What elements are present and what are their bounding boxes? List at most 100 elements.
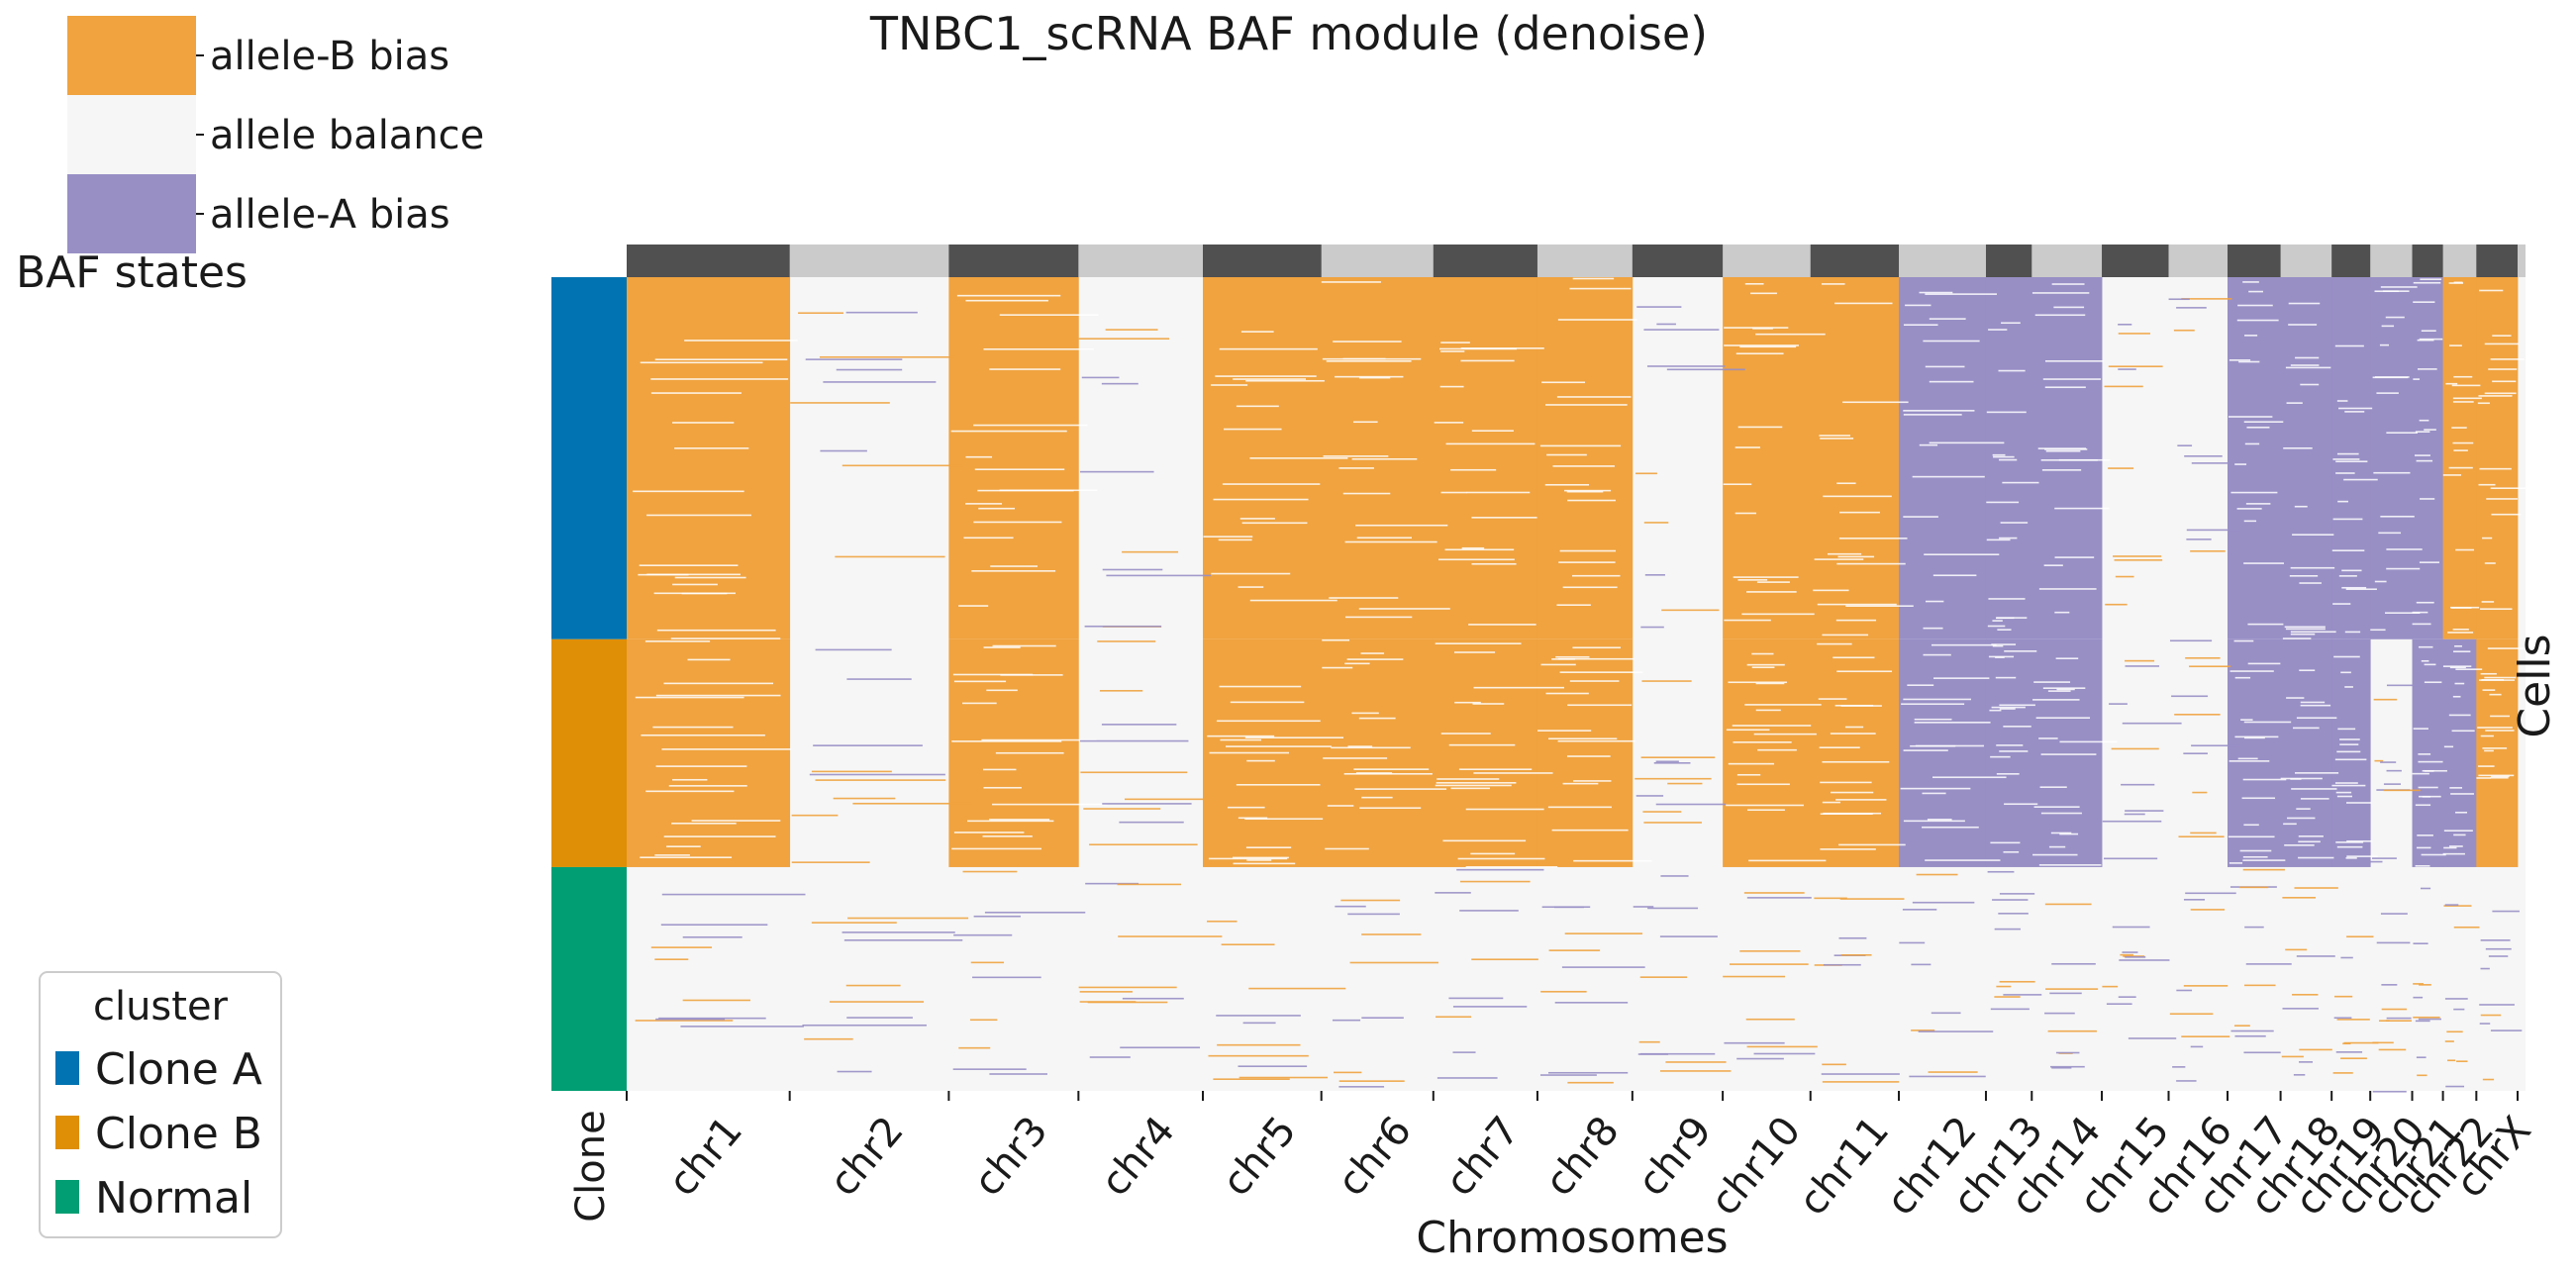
noise-streak xyxy=(1540,990,1587,993)
noise-streak xyxy=(1333,341,1402,343)
x-tick-label: chr10 xyxy=(1702,1108,1810,1224)
noise-streak xyxy=(1919,291,1953,294)
noise-streak xyxy=(691,820,781,822)
noise-streak xyxy=(2413,1016,2440,1019)
noise-streak xyxy=(1546,453,1587,456)
noise-streak xyxy=(1643,822,1702,824)
noise-streak xyxy=(655,1018,726,1021)
noise-streak xyxy=(2416,601,2434,604)
noise-streak xyxy=(2113,555,2162,557)
cluster-swatch xyxy=(55,1051,79,1085)
x-axis: chr1 chr2 chr3 chr4 chr5 chr6 chr7 chr8 chr9chr1… xyxy=(626,1091,2540,1225)
noise-streak xyxy=(805,358,903,360)
noise-streak xyxy=(1440,350,1465,352)
noise-streak xyxy=(802,1024,927,1027)
noise-streak xyxy=(2334,758,2367,761)
noise-streak xyxy=(2338,407,2373,410)
noise-streak xyxy=(2381,984,2398,986)
noise-streak xyxy=(2124,813,2145,816)
noise-streak xyxy=(1746,1045,1818,1048)
noise-streak xyxy=(1820,848,1876,850)
noise-streak xyxy=(2168,298,2190,301)
noise-streak xyxy=(2332,458,2360,460)
legend-swatch-allele-balance xyxy=(67,95,196,174)
noise-streak xyxy=(2002,481,2039,484)
chart-title: TNBC1_scRNA BAF module (denoise) xyxy=(869,7,1708,60)
noise-streak xyxy=(1081,376,1120,379)
noise-streak xyxy=(995,751,1064,754)
noise-streak xyxy=(1744,282,1764,285)
noise-streak xyxy=(2181,1035,2230,1037)
noise-streak xyxy=(2443,846,2457,849)
noise-streak xyxy=(953,832,1025,833)
noise-streak xyxy=(635,696,744,699)
noise-streak xyxy=(2445,1085,2465,1088)
noise-streak xyxy=(2374,580,2387,583)
noise-streak xyxy=(1541,381,1586,384)
noise-streak xyxy=(2300,383,2320,386)
noise-streak xyxy=(2482,1078,2495,1081)
noise-streak xyxy=(2480,939,2511,941)
noise-streak xyxy=(2413,378,2421,380)
noise-streak xyxy=(2186,529,2239,532)
cell-chr19-Clone-B xyxy=(2331,638,2371,867)
noise-streak xyxy=(1561,966,1645,968)
noise-streak xyxy=(2044,360,2104,362)
noise-streak xyxy=(1460,359,1515,362)
noise-streak xyxy=(1923,627,1943,630)
noise-streak xyxy=(1471,430,1514,433)
noise-streak xyxy=(1655,803,1727,806)
noise-streak xyxy=(1819,746,1860,749)
noise-streak xyxy=(682,999,750,1002)
noise-streak xyxy=(1440,733,1491,735)
noise-streak xyxy=(1347,745,1373,747)
noise-streak xyxy=(656,629,776,632)
noise-streak xyxy=(2339,738,2360,740)
noise-streak xyxy=(2484,676,2517,679)
noise-streak xyxy=(1322,638,1350,641)
noise-streak xyxy=(1996,617,2028,619)
noise-streak xyxy=(1986,501,2020,504)
legend-swatch-allele-A-bias xyxy=(67,174,196,253)
legend-label: allele-A bias xyxy=(210,192,450,238)
noise-streak xyxy=(1207,920,1238,923)
noise-streak xyxy=(2346,855,2378,857)
noise-streak xyxy=(984,911,1086,914)
noise-streak xyxy=(2171,695,2209,698)
noise-streak xyxy=(2054,556,2095,558)
noise-streak xyxy=(2376,941,2411,944)
noise-streak xyxy=(2038,737,2058,739)
noise-streak xyxy=(2343,1041,2379,1044)
noise-streak xyxy=(2490,715,2510,718)
noise-streak xyxy=(2336,1019,2370,1021)
noise-streak xyxy=(1923,653,1951,656)
noise-streak xyxy=(1436,782,1517,784)
noise-streak xyxy=(2229,416,2273,418)
noise-streak xyxy=(1817,603,1897,606)
x-tick-label: chr1 xyxy=(659,1108,751,1205)
noise-streak xyxy=(1820,781,1872,784)
noise-streak xyxy=(2485,730,2515,732)
noise-streak xyxy=(2385,612,2421,615)
noise-streak xyxy=(1087,1001,1168,1004)
noise-streak xyxy=(982,835,1033,837)
noise-streak xyxy=(2449,787,2462,789)
noise-streak xyxy=(2282,897,2316,899)
cell-chr14-Clone-B xyxy=(2031,638,2103,867)
noise-streak xyxy=(1756,581,1790,583)
noise-streak xyxy=(2453,449,2468,451)
noise-streak xyxy=(2229,760,2270,762)
noise-streak xyxy=(1732,725,1812,727)
noise-streak xyxy=(2419,795,2441,798)
noise-streak xyxy=(2118,368,2136,370)
chrom-band-chr9 xyxy=(1632,245,1724,277)
noise-streak xyxy=(2487,647,2525,649)
noise-streak xyxy=(2339,743,2359,745)
noise-streak xyxy=(2444,998,2468,1000)
noise-streak xyxy=(2336,400,2348,402)
noise-streak xyxy=(2482,537,2493,539)
noise-streak xyxy=(2295,356,2320,359)
cluster-legend-frame xyxy=(39,971,282,1238)
noise-streak xyxy=(950,430,1067,433)
noise-streak xyxy=(1471,958,1538,961)
